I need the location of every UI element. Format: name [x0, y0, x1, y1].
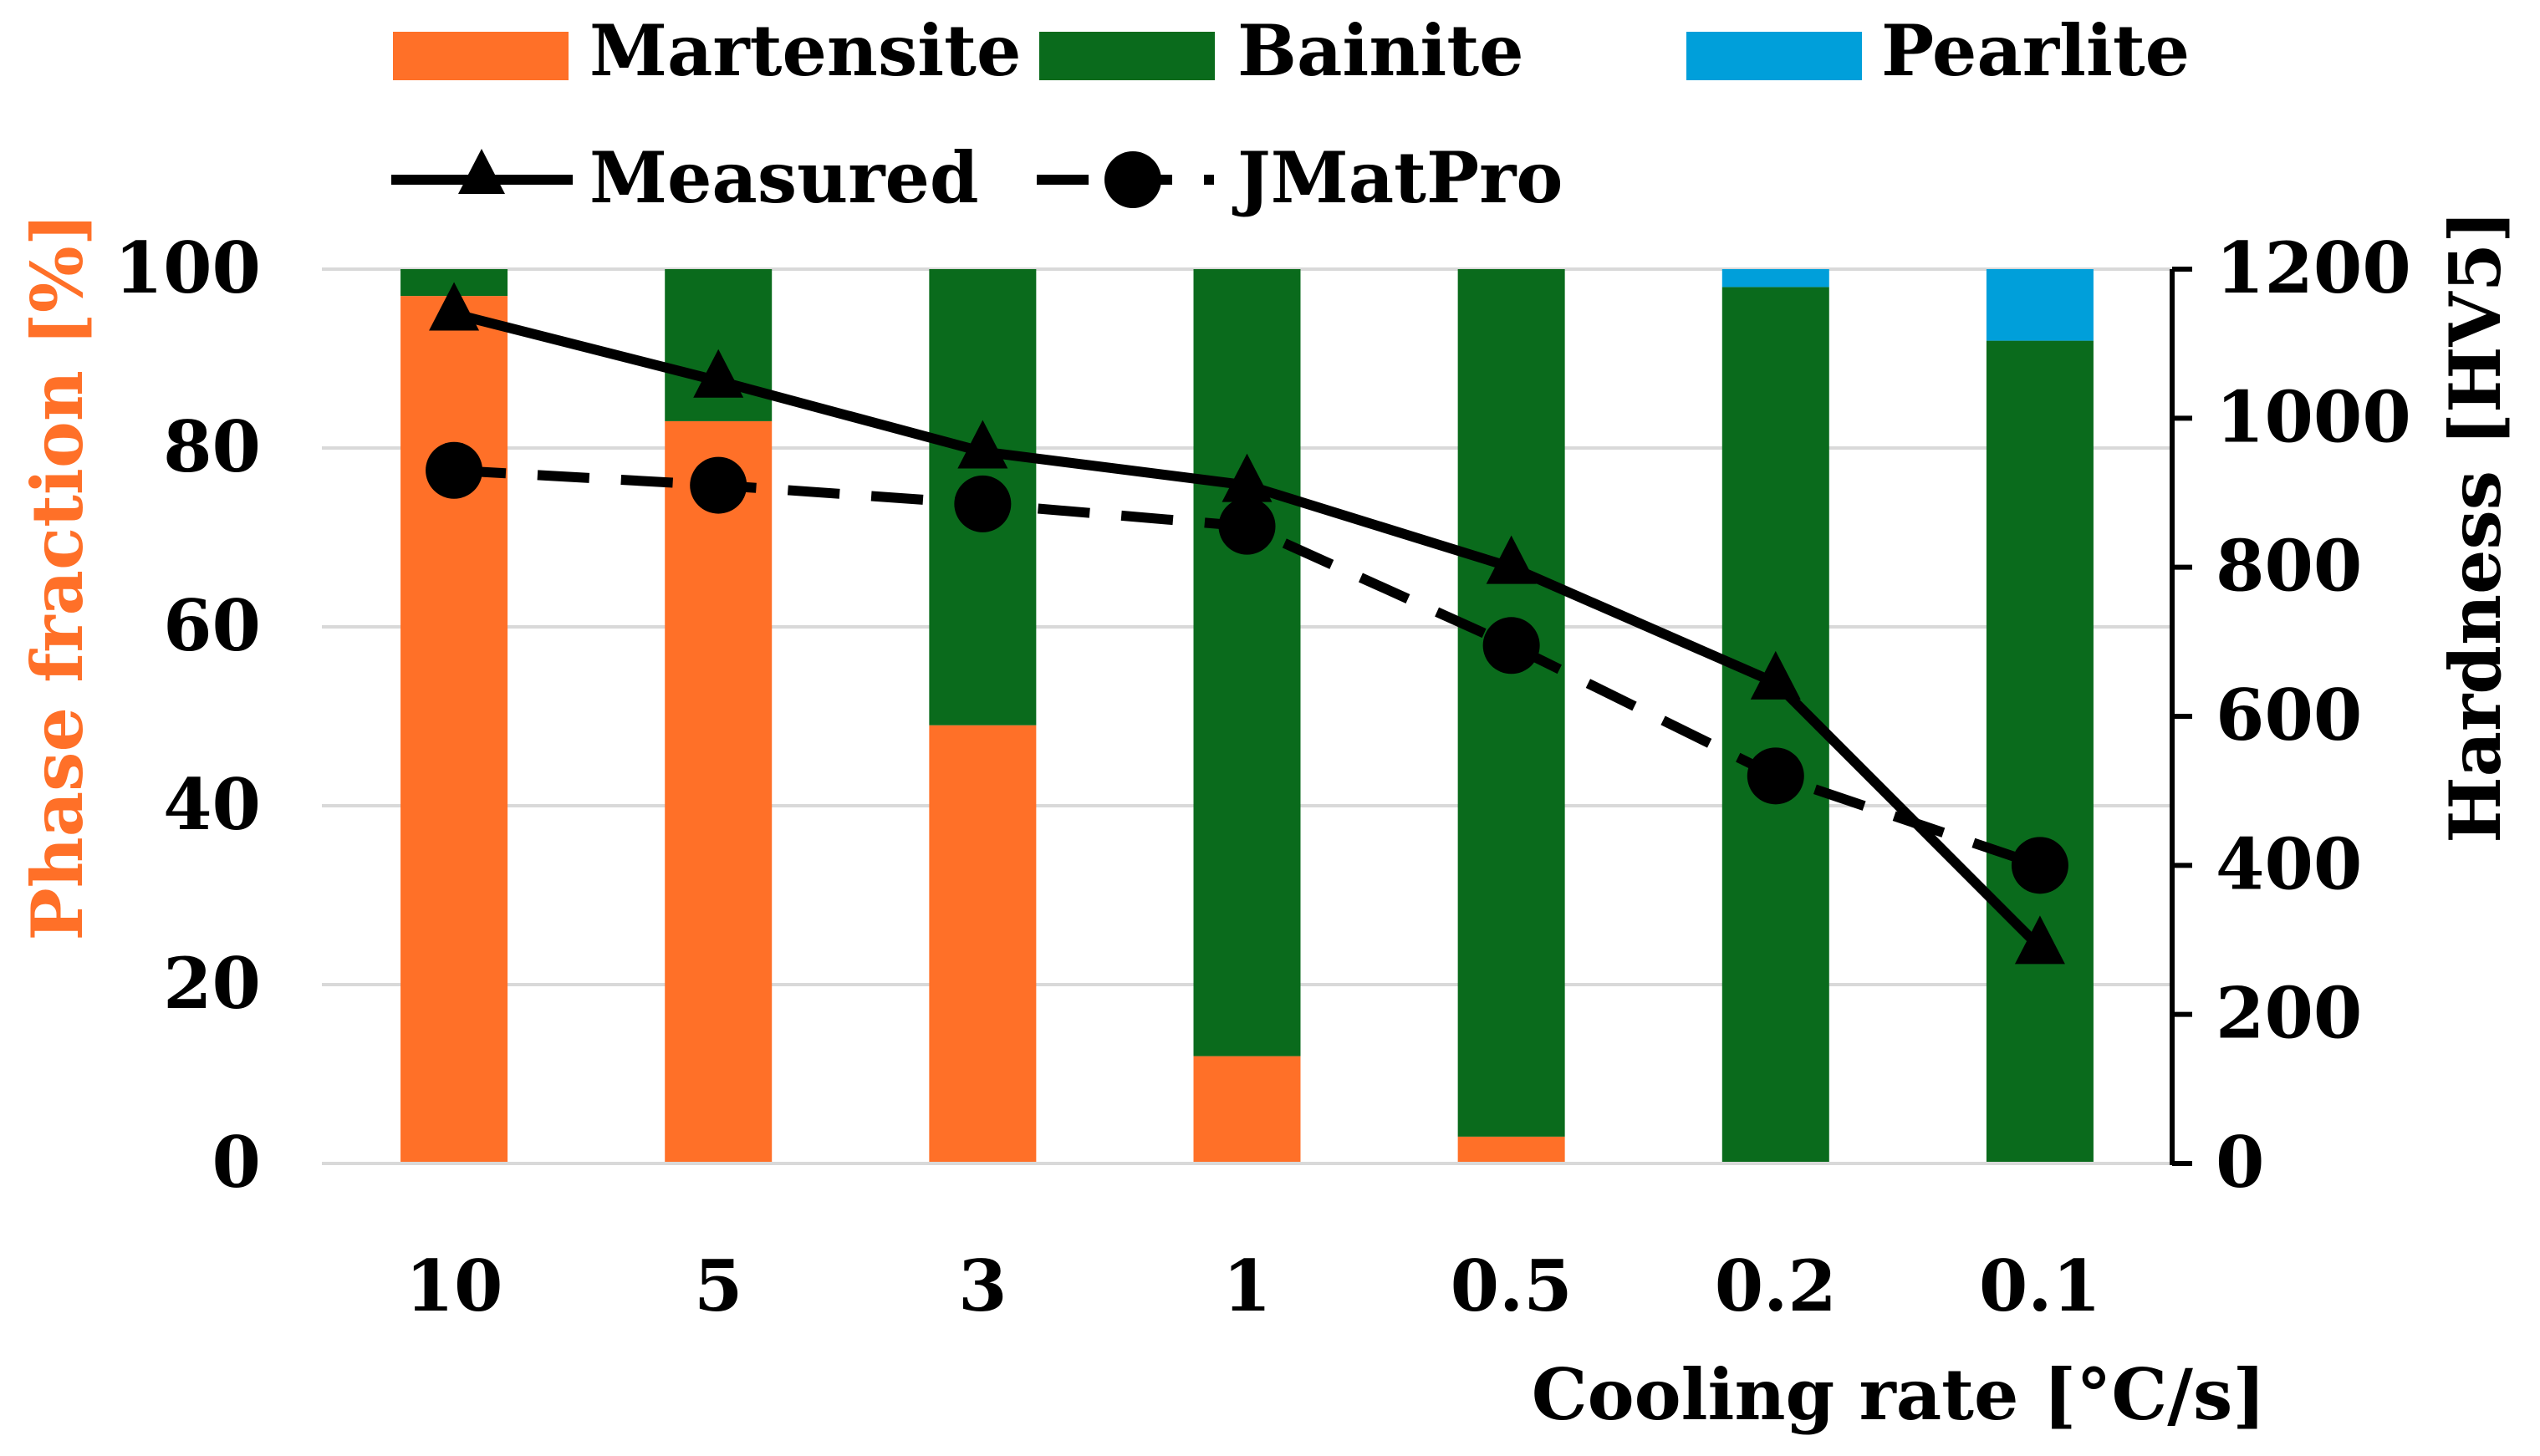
point-measured [429, 282, 480, 331]
bars [400, 269, 2094, 1164]
y2-tick-label: 1000 [2216, 375, 2411, 458]
bar-bainite-0-5 [1457, 269, 1565, 1137]
x-tick-label: 10 [405, 1245, 503, 1327]
legend-label-bainite: Bainite [1237, 9, 1524, 92]
point-jmatpro [1747, 747, 1804, 805]
legend: Martensite Bainite Pearlite Measured JMa… [391, 9, 2190, 219]
y2-tick-label: 400 [2216, 822, 2362, 905]
bar-pearlite-0-1 [1986, 269, 2094, 341]
bar-martensite-3 [929, 725, 1037, 1163]
x-tick-label: 5 [694, 1245, 742, 1327]
legend-label-pearlite: Pearlite [1881, 9, 2190, 92]
legend-marker-measured [458, 149, 505, 194]
point-measured [1222, 453, 1273, 502]
bar-bainite-1 [1193, 269, 1301, 1056]
lines [426, 282, 2068, 965]
y-tick-label: 40 [163, 763, 261, 846]
point-measured [957, 420, 1008, 469]
x-tick-label: 0.2 [1715, 1245, 1837, 1327]
bar-martensite-5 [665, 420, 773, 1163]
legend-label-measured: Measured [589, 136, 979, 219]
x-axis-title: Cooling rate [°C/s] [1532, 1353, 2266, 1436]
point-jmatpro [690, 456, 747, 514]
bar-martensite-1 [1193, 1056, 1301, 1163]
point-measured [2014, 915, 2065, 965]
y-tick-label: 80 [163, 405, 261, 488]
legend-swatch-martensite [393, 32, 569, 80]
y2-axis-title: Hardness [HV5] [2434, 210, 2517, 843]
x-tick-label: 1 [1222, 1245, 1271, 1327]
y2-tick-label: 200 [2216, 972, 2362, 1055]
bar-pearlite-0-2 [1721, 269, 1829, 288]
y-tick-label: 20 [163, 942, 261, 1025]
bar-bainite-0-1 [1986, 340, 2094, 1164]
point-jmatpro [1218, 497, 1276, 555]
y-tick-label: 60 [163, 584, 261, 667]
y-axis-title: Phase fraction [%] [16, 213, 99, 941]
legend-marker-jmatpro [1104, 151, 1161, 208]
legend-label-jmatpro: JMatPro [1232, 136, 1563, 219]
legend-swatch-bainite [1039, 32, 1215, 80]
x-tick-label: 0.1 [1979, 1245, 2101, 1327]
point-measured [1750, 650, 1801, 700]
y2-tick-label: 1200 [2216, 227, 2411, 309]
y2-tick-label: 600 [2216, 674, 2362, 756]
point-jmatpro [954, 475, 1012, 532]
y-tick-label: 0 [212, 1121, 261, 1204]
bar-martensite-0-5 [1457, 1136, 1565, 1163]
axes [322, 267, 2192, 1166]
y2-tick-label: 0 [2216, 1121, 2264, 1204]
bar-martensite-10 [400, 296, 508, 1164]
point-jmatpro [2011, 837, 2068, 894]
x-tick-label: 3 [958, 1245, 1007, 1327]
y2-tick-label: 800 [2216, 525, 2362, 608]
point-jmatpro [426, 441, 483, 499]
y-tick-label: 100 [115, 227, 261, 309]
bar-bainite-5 [665, 269, 773, 421]
legend-swatch-pearlite [1686, 32, 1862, 80]
legend-label-martensite: Martensite [589, 9, 1021, 92]
point-jmatpro [1482, 617, 1540, 675]
x-tick-label: 0.5 [1451, 1245, 1573, 1327]
point-measured [1486, 535, 1537, 584]
point-measured [693, 349, 744, 398]
